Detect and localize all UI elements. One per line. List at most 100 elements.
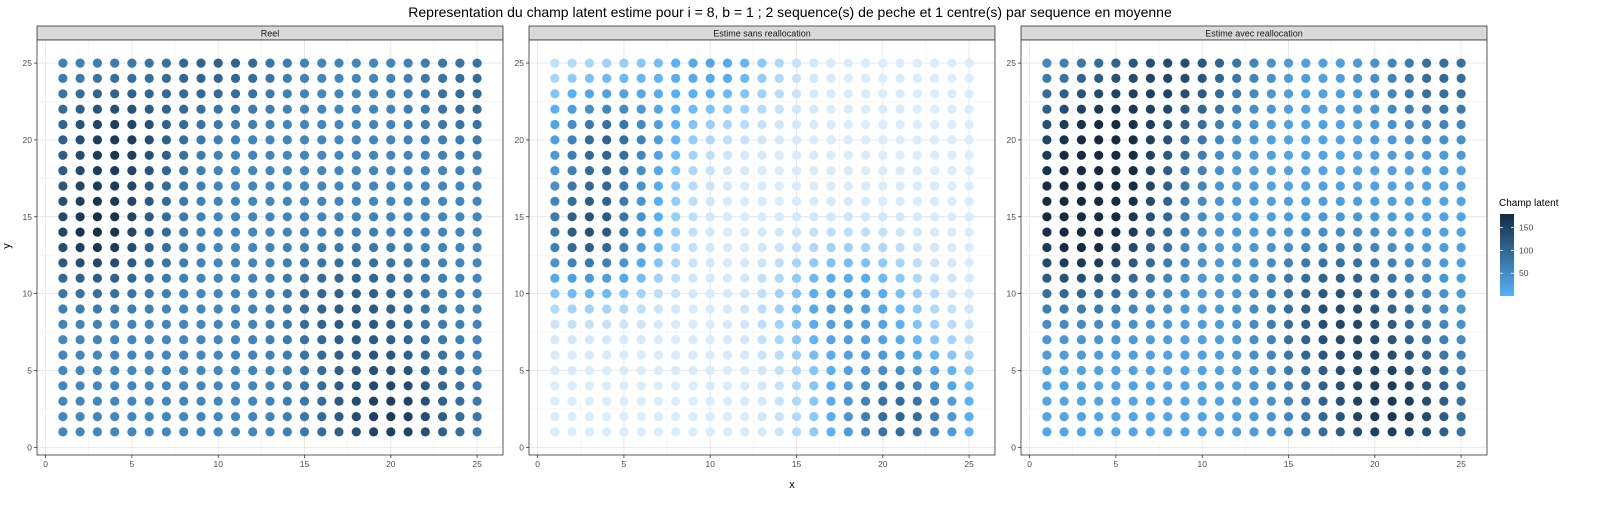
data-point — [230, 289, 241, 299]
data-point — [110, 181, 120, 191]
data-point — [584, 381, 595, 391]
data-point — [1283, 381, 1294, 391]
data-point — [705, 89, 715, 99]
data-point — [351, 242, 361, 253]
panel-border — [1020, 39, 1488, 456]
data-point — [878, 150, 888, 160]
data-point — [1111, 289, 1121, 299]
data-point — [265, 273, 275, 283]
data-point — [740, 427, 750, 437]
y-tick-label: 15 — [515, 212, 525, 222]
data-point — [774, 335, 784, 345]
data-point — [472, 119, 482, 130]
data-point — [369, 196, 379, 206]
data-point — [1370, 365, 1380, 376]
data-point — [334, 119, 344, 130]
data-point — [1163, 335, 1173, 345]
data-point — [248, 258, 258, 268]
data-point — [1266, 273, 1276, 283]
data-point — [619, 427, 629, 437]
data-point — [688, 304, 698, 314]
data-point — [438, 319, 448, 329]
data-point — [1387, 89, 1397, 99]
data-point — [92, 304, 102, 314]
data-point — [1214, 227, 1225, 237]
data-point — [1301, 242, 1311, 253]
data-point — [567, 412, 577, 422]
data-point — [334, 258, 344, 268]
data-point — [809, 242, 819, 253]
data-point — [265, 412, 275, 422]
data-point — [472, 304, 482, 314]
data-point — [58, 396, 68, 406]
data-point — [705, 335, 715, 345]
data-point — [757, 304, 767, 314]
data-point — [653, 335, 664, 345]
data-point — [619, 89, 629, 99]
data-point — [1197, 242, 1207, 253]
data-point — [196, 73, 206, 83]
data-point — [602, 58, 612, 68]
data-point — [722, 242, 733, 253]
data-point — [757, 365, 767, 376]
data-point — [1249, 135, 1259, 145]
data-point — [282, 412, 292, 422]
data-point — [92, 273, 102, 283]
data-point — [791, 181, 802, 191]
data-point — [472, 242, 482, 253]
data-point — [774, 242, 784, 253]
data-point — [809, 166, 819, 176]
data-point — [1370, 227, 1380, 237]
data-point — [1422, 242, 1432, 253]
data-point — [1301, 304, 1311, 314]
data-point — [722, 335, 733, 345]
data-point — [584, 227, 595, 237]
y-tick-label: 15 — [23, 212, 33, 222]
data-point — [438, 150, 448, 160]
data-point — [1353, 289, 1363, 299]
data-point — [722, 350, 733, 360]
data-point — [1301, 381, 1311, 391]
data-point — [1180, 319, 1190, 329]
data-point — [230, 166, 241, 176]
data-point — [1283, 412, 1294, 422]
data-point — [1422, 319, 1432, 329]
data-point — [386, 58, 396, 68]
data-point — [567, 381, 577, 391]
data-point — [1180, 412, 1190, 422]
data-point — [1180, 119, 1190, 130]
data-point — [127, 412, 137, 422]
data-point — [386, 212, 396, 222]
data-point — [282, 350, 292, 360]
data-point — [826, 119, 836, 130]
data-point — [1076, 335, 1086, 345]
data-point — [1232, 289, 1242, 299]
legend-title: Champ latent — [1499, 198, 1559, 209]
data-point — [317, 166, 327, 176]
data-point — [1249, 427, 1259, 437]
data-point — [1456, 381, 1466, 391]
data-point — [705, 365, 715, 376]
data-point — [1249, 73, 1259, 83]
data-point — [1370, 212, 1380, 222]
data-point — [92, 150, 102, 160]
data-point — [282, 304, 292, 314]
data-point — [1145, 289, 1155, 299]
data-point — [619, 181, 629, 191]
data-point — [213, 58, 223, 68]
data-point — [1335, 166, 1345, 176]
data-point — [843, 196, 853, 206]
data-point — [1439, 196, 1449, 206]
data-point — [179, 73, 189, 83]
data-point — [317, 396, 327, 406]
data-point — [213, 289, 223, 299]
data-point — [636, 166, 646, 176]
data-point — [179, 135, 189, 145]
data-point — [110, 273, 120, 283]
data-point — [472, 58, 482, 68]
data-point — [947, 212, 957, 222]
data-point — [1301, 227, 1311, 237]
data-point — [895, 150, 905, 160]
data-point — [299, 89, 310, 99]
